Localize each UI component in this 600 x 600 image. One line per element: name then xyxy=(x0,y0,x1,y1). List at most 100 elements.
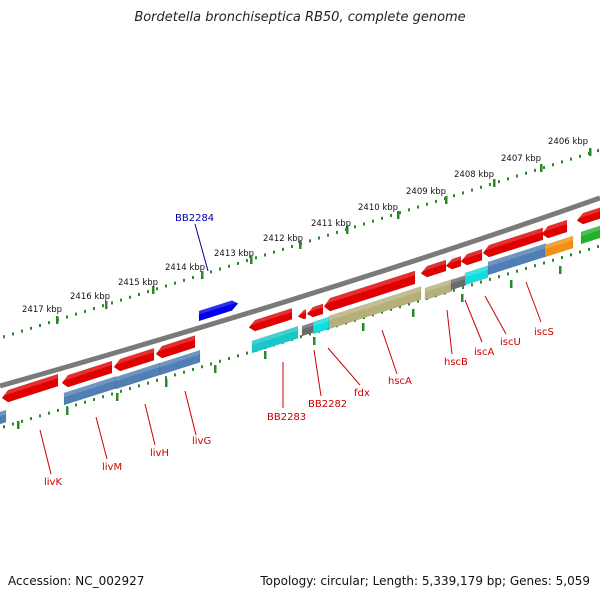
scale-dot xyxy=(291,245,293,249)
inner-scale-dot xyxy=(588,247,590,251)
inner-scale-dot xyxy=(399,305,401,309)
scale-major-tick xyxy=(445,196,448,204)
leader-iscU xyxy=(484,295,507,335)
inner-scale-dot xyxy=(156,378,158,382)
scale-dot xyxy=(75,312,77,316)
inner-scale-dot xyxy=(75,403,77,407)
gene-livM-block-shine xyxy=(64,376,116,398)
scale-major-tick xyxy=(589,148,592,156)
gene-livM-arrow xyxy=(61,360,113,388)
gene-label-iscS: iscS xyxy=(534,327,554,338)
inner-scale-dot xyxy=(471,283,473,287)
gene-BB2283-arrow-shine xyxy=(249,308,292,326)
gene-fdx-block-shine xyxy=(313,316,329,327)
scale-dot xyxy=(264,253,266,257)
gene-green-block-shine xyxy=(581,225,600,237)
gene-lower-block-shine xyxy=(0,410,6,417)
inner-scale-dot xyxy=(39,414,41,418)
scale-dot xyxy=(30,326,32,330)
inner-scale-dot xyxy=(480,280,482,284)
leader-livH xyxy=(144,403,156,446)
scale-dot xyxy=(147,290,149,294)
inner-scale-major-tick xyxy=(559,266,562,274)
outer-scale-labels: 2406 kbp 2407 kbp 2408 kbp 2409 kbp 2410 kbp… xyxy=(22,137,588,315)
scale-dot xyxy=(228,264,230,268)
scale-major-tick xyxy=(299,241,302,249)
gene-iscS-arrow-shine xyxy=(483,227,543,252)
gene-label-fdx: fdx xyxy=(354,388,370,399)
scale-major-tick xyxy=(201,271,204,279)
gene-label-leaders xyxy=(39,223,542,475)
scale-label: 2408 kbp xyxy=(454,170,494,180)
scale-dot xyxy=(3,335,5,339)
gene-right-arrow xyxy=(541,219,568,239)
inner-scale-dot xyxy=(219,359,221,363)
inner-scale-dot xyxy=(489,277,491,281)
gene-livH-arrow xyxy=(113,347,155,372)
scale-label: 2406 kbp xyxy=(548,137,588,147)
scale-label: 2411 kbp xyxy=(311,219,351,229)
gene-small-arrow-1-shine xyxy=(298,309,306,316)
scale-label: 2413 kbp xyxy=(214,249,254,259)
gene-livK-arrow-shine xyxy=(2,374,58,397)
accession-text: Accession: NC_002927 xyxy=(8,574,145,588)
gene-hscB-block xyxy=(424,278,453,301)
scale-dot xyxy=(246,259,248,263)
gene-BB2284-arrow xyxy=(198,300,239,322)
scale-dot xyxy=(192,276,194,280)
gene-label-BB2282: BB2282 xyxy=(308,399,347,410)
gene-green-block xyxy=(580,225,600,245)
scale-dot xyxy=(597,149,599,153)
inner-scale-dot xyxy=(93,397,95,401)
scale-dot xyxy=(480,185,482,189)
scale-label: 2409 kbp xyxy=(406,187,446,197)
scale-major-tick xyxy=(152,286,155,294)
scale-label: 2410 kbp xyxy=(358,203,398,213)
scale-dot xyxy=(552,163,554,167)
leader-iscS xyxy=(525,281,542,323)
map-title: Bordetella bronchiseptica RB50, complete… xyxy=(134,10,466,25)
scale-dot xyxy=(318,236,320,240)
inner-scale-dot xyxy=(21,419,23,423)
outer-scale-ticks xyxy=(3,148,599,339)
scale-dot xyxy=(525,171,527,175)
scale-label: 2415 kbp xyxy=(118,278,158,288)
inner-scale-dot xyxy=(543,261,545,265)
scale-dot xyxy=(570,157,572,161)
gene-iscA-arrow-shine xyxy=(446,256,461,265)
inner-scale-dot xyxy=(516,269,518,273)
inner-scale-major-tick xyxy=(66,407,69,415)
scale-dot xyxy=(408,208,410,212)
gene-livH-block-shine xyxy=(116,362,160,382)
inner-scale-dot xyxy=(453,288,455,292)
scale-dot xyxy=(363,222,365,226)
scale-dot xyxy=(462,191,464,195)
scale-dot xyxy=(48,321,50,325)
scale-dot xyxy=(498,180,500,184)
scale-dot xyxy=(21,329,23,333)
scale-label: 2414 kbp xyxy=(165,263,205,273)
gene-hscA-arrow-shine xyxy=(324,270,415,305)
gene-orange-block xyxy=(544,235,574,258)
gene-iscU-arrow-shine xyxy=(461,249,482,260)
gene-orange-block-shine xyxy=(545,236,573,250)
scale-dot xyxy=(489,182,491,186)
gene-BB2282-block-shine xyxy=(302,322,313,330)
gene-BB2283-block xyxy=(251,325,299,354)
inner-scale-dot xyxy=(111,392,113,396)
gene-BB2284-arrow-shine xyxy=(199,298,238,315)
leader-hscB xyxy=(446,309,453,355)
scale-dot xyxy=(156,287,158,291)
inner-scale-dot xyxy=(417,299,419,303)
inner-scale-dot xyxy=(507,272,509,276)
scale-dot xyxy=(543,166,545,170)
scale-dot xyxy=(66,315,68,319)
scale-dot xyxy=(129,295,131,299)
inner-scale-dot xyxy=(147,381,149,385)
gene-iscA-arrow xyxy=(445,255,462,270)
leader-livG xyxy=(184,390,197,436)
inner-scale-major-tick xyxy=(165,379,168,387)
gene-livG-block xyxy=(159,349,201,376)
scale-dot xyxy=(102,304,104,308)
gene-hscB-arrow-shine xyxy=(421,260,446,272)
